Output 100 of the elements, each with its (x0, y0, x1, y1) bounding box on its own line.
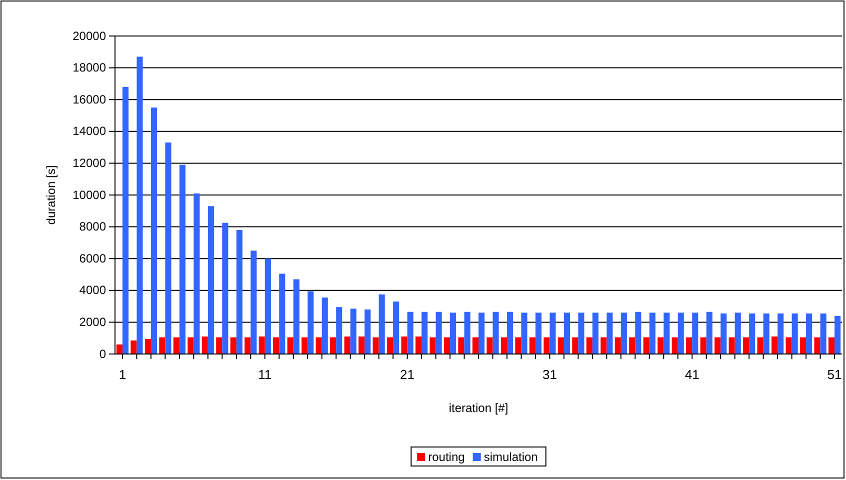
bar (572, 337, 578, 354)
x-tick-label: 41 (684, 366, 700, 382)
bar (806, 313, 812, 354)
bar (492, 312, 499, 354)
bar (643, 337, 650, 354)
bar (778, 313, 784, 354)
bar (287, 337, 294, 354)
bar (714, 337, 721, 354)
y-tick-label: 8000 (79, 220, 106, 234)
bar (600, 337, 607, 354)
bar (273, 337, 280, 354)
bar (649, 312, 656, 354)
bar (728, 337, 735, 354)
bar (316, 337, 322, 354)
bar (444, 337, 450, 354)
bar (763, 313, 770, 354)
bar (136, 56, 143, 354)
bar (293, 279, 300, 354)
bar (658, 337, 664, 354)
bar (401, 336, 408, 354)
bar (230, 337, 236, 354)
bar (159, 337, 166, 354)
y-tick-label: 14000 (72, 124, 106, 138)
bar (436, 312, 442, 354)
bar (586, 337, 592, 354)
bar (635, 312, 642, 354)
bar (364, 309, 371, 354)
bar (350, 308, 356, 354)
bar (372, 337, 379, 354)
bar (720, 313, 727, 354)
bar (692, 312, 698, 354)
bar (458, 337, 464, 354)
bar (544, 337, 550, 354)
bar (478, 312, 485, 354)
bar (430, 337, 436, 354)
bar (344, 336, 350, 354)
bar (578, 312, 584, 354)
legend-label: routing (428, 450, 465, 464)
x-tick-label: 21 (400, 366, 415, 382)
x-tick-label: 11 (258, 366, 272, 382)
bar (358, 336, 365, 354)
bar (814, 337, 820, 354)
bar (529, 337, 536, 354)
bar (664, 312, 670, 354)
bar (834, 316, 841, 354)
bar (500, 337, 507, 354)
bar (144, 338, 151, 354)
bar (258, 336, 265, 354)
y-tick-label: 4000 (79, 283, 106, 298)
bar (672, 337, 678, 354)
bar (506, 312, 514, 354)
bar (336, 307, 342, 354)
bar (387, 337, 394, 354)
bar (800, 337, 806, 354)
x-tick-label: 1 (118, 366, 126, 382)
bar (130, 340, 137, 354)
bar (820, 313, 826, 354)
bar (614, 337, 621, 354)
bar (222, 222, 228, 354)
bar (322, 298, 328, 354)
x-tick-label: 31 (542, 366, 557, 382)
bar (302, 337, 308, 354)
bar (515, 337, 522, 354)
bar (244, 337, 251, 354)
bar (828, 337, 835, 354)
bar (393, 302, 400, 354)
bar (194, 193, 200, 354)
bar (216, 337, 222, 354)
bar (378, 294, 385, 354)
y-tick-label: 16000 (72, 92, 106, 106)
bar (250, 250, 257, 354)
bar (757, 337, 764, 354)
bar (592, 312, 598, 354)
bar (743, 337, 750, 354)
bar (558, 337, 564, 354)
bar (208, 206, 214, 354)
bar (150, 108, 158, 354)
bar (179, 164, 186, 354)
bar (188, 337, 194, 354)
bar (700, 337, 706, 354)
bar (450, 312, 456, 354)
bar (686, 337, 692, 354)
bar (629, 337, 636, 354)
y-tick-label: 18000 (72, 60, 106, 75)
x-axis-title: iteration [#] (448, 401, 508, 415)
bar (236, 230, 242, 354)
bar (564, 312, 570, 354)
bar (308, 291, 314, 354)
bar (165, 142, 172, 354)
y-tick-label: 12000 (72, 156, 106, 170)
bar (202, 336, 208, 354)
bar (706, 312, 712, 354)
x-tick-label: 51 (827, 366, 842, 382)
bar (550, 312, 556, 354)
bar (122, 86, 129, 354)
bar (415, 336, 422, 354)
y-axis-title: duration [s] (44, 165, 58, 225)
bar (620, 312, 627, 354)
bar (749, 313, 756, 354)
bar (786, 337, 792, 354)
